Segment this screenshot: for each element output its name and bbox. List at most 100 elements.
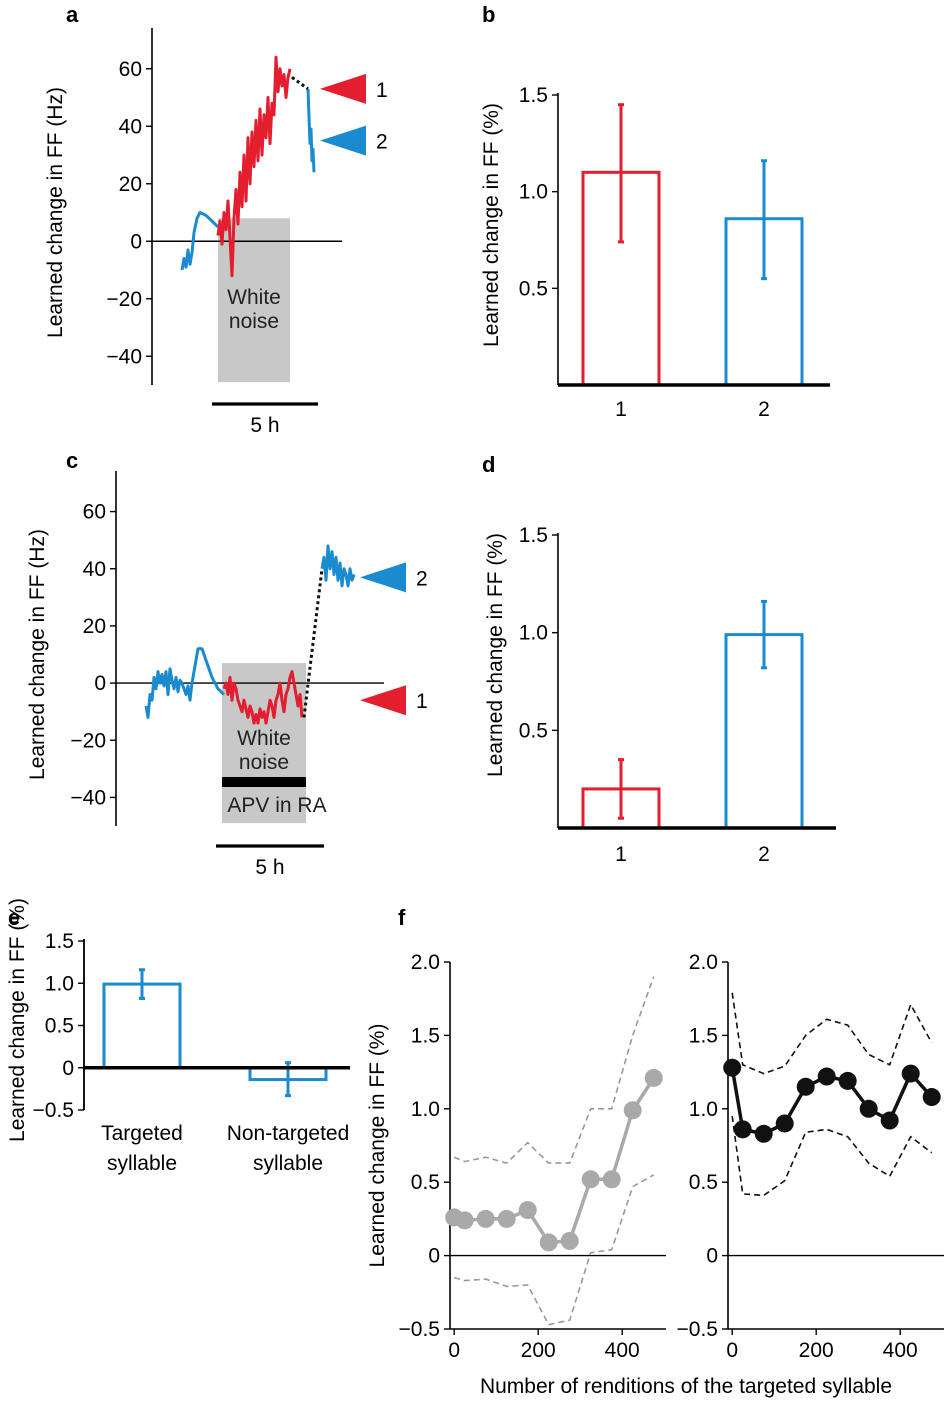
panel-f-right-point-2 bbox=[754, 1124, 773, 1143]
panel-f-right-point-4 bbox=[796, 1077, 815, 1096]
panel-c-marker-label-1: 1 bbox=[416, 690, 428, 713]
panel-f-right-ytick-label: 0.5 bbox=[689, 1171, 718, 1194]
panel-f-left-point-10 bbox=[644, 1068, 663, 1087]
panel-a-trace-blue bbox=[306, 88, 316, 173]
panel-c-marker-1 bbox=[360, 685, 406, 716]
panel-f-left-xtick-label: 200 bbox=[521, 1339, 556, 1362]
panel-f-left-xtick-label: 400 bbox=[605, 1339, 640, 1362]
panel-e-ytick-label: 1.0 bbox=[45, 972, 74, 995]
panel-f-left: 2.0 1.5 1.0 0.5 0 −0.5 0 200 400 Learned change i… bbox=[366, 951, 666, 1362]
panel-d-ytick-label: 1.0 bbox=[519, 622, 548, 645]
panel-a-ytick-label: −40 bbox=[106, 345, 142, 368]
panel-f-right-point-8 bbox=[880, 1111, 899, 1130]
panel-a-marker-label-2: 2 bbox=[376, 131, 388, 154]
panel-f-left-ytick-label: 2.0 bbox=[411, 951, 440, 974]
panel-f-right-ytick-label: 1.0 bbox=[689, 1098, 718, 1121]
panel-c-scale-bar-label: 5 h bbox=[255, 856, 284, 879]
panel-e-ytick-label: 0 bbox=[62, 1057, 74, 1080]
panel-f-left-point-4 bbox=[518, 1201, 537, 1220]
panel-b-ylabel: Learned change in FF (%) bbox=[480, 103, 503, 347]
panel-e-ytick-label: −0.5 bbox=[33, 1099, 74, 1122]
panel-c-shade-label-line2: noise bbox=[239, 751, 289, 774]
panel-c-trace-blue bbox=[144, 647, 226, 719]
panel-f-left-point-1 bbox=[455, 1211, 474, 1230]
panel-f-left-ytick-label: 0.5 bbox=[411, 1171, 440, 1194]
panel-f-right-point-0 bbox=[723, 1058, 742, 1077]
c-drug-label: APV in RA bbox=[227, 794, 326, 817]
panel-f-left-lower-bound bbox=[453, 1174, 655, 1326]
panel-f-left-point-6 bbox=[560, 1231, 579, 1250]
panel-d: 1.5 1.0 0.5 Learned change in FF (%) 1 2 bbox=[484, 524, 836, 866]
panel-f-right-point-5 bbox=[817, 1067, 836, 1086]
panel-f-left-ylabel: Learned change in FF (%) bbox=[366, 1024, 389, 1268]
panel-f-left-point-3 bbox=[497, 1209, 516, 1228]
panel-f-right-ytick-label: 0 bbox=[706, 1245, 718, 1268]
panel-a-trace-red bbox=[216, 55, 292, 278]
panel-f-right: 2.0 1.5 1.0 0.5 0 −0.5 0 200 400 bbox=[677, 951, 944, 1362]
panel-c: 60 40 20 0 −20 −40 Learned change in FF (Hz) Wh… bbox=[26, 471, 428, 879]
panel-f-right-point-1 bbox=[733, 1120, 752, 1139]
panel-a-ytick-label: 20 bbox=[119, 173, 142, 196]
panel-f-right-lower-bound bbox=[731, 1115, 933, 1197]
panel-c-trace-black bbox=[302, 568, 324, 718]
panel-c-ytick-label: 20 bbox=[83, 615, 106, 638]
panel-c-ytick-label: 60 bbox=[83, 501, 106, 524]
panel-c-ytick-label: −20 bbox=[70, 729, 106, 752]
panel-f-left-point-2 bbox=[476, 1209, 495, 1228]
panel-b-ytick-label: 1.0 bbox=[519, 181, 548, 204]
panel-a-marker-label-1: 1 bbox=[376, 79, 388, 102]
panel-e-category-label: Non-targeted bbox=[227, 1122, 350, 1145]
panel-letter-d: d bbox=[482, 452, 495, 477]
panel-c-ytick-label: −40 bbox=[70, 786, 106, 809]
panel-a-marker-2 bbox=[320, 125, 366, 156]
panel-e-ytick-label: 0.5 bbox=[45, 1015, 74, 1038]
panel-letter-b: b bbox=[482, 2, 495, 27]
panel-letter-f: f bbox=[398, 905, 406, 930]
panel-e-category-label: syllable bbox=[253, 1152, 323, 1175]
panel-f-left-point-8 bbox=[602, 1170, 621, 1189]
panel-a-marker-1 bbox=[320, 73, 366, 104]
panel-d-category-label: 2 bbox=[758, 843, 770, 866]
panel-c-ytick-label: 0 bbox=[94, 672, 106, 695]
panel-a: 60 40 20 0 −20 −40 Learned change in FF (Hz) Wh… bbox=[44, 28, 388, 437]
panel-d-ytick-label: 0.5 bbox=[519, 719, 548, 742]
panel-f-right-ytick-label: 2.0 bbox=[689, 951, 718, 974]
panel-f-right-xtick-label: 200 bbox=[799, 1339, 834, 1362]
panel-f-left-point-5 bbox=[539, 1233, 558, 1252]
panel-f-left-ytick-label: 1.0 bbox=[411, 1098, 440, 1121]
panel-a-ylabel: Learned change in FF (Hz) bbox=[44, 87, 67, 338]
panel-a-shade-label-line1: White bbox=[227, 286, 281, 309]
panel-c-ylabel: Learned change in FF (Hz) bbox=[26, 529, 49, 780]
panel-letter-e: e bbox=[8, 905, 20, 930]
panel-a-scale-bar-label: 5 h bbox=[250, 414, 279, 437]
panel-f-left-xtick-label: 0 bbox=[448, 1339, 460, 1362]
panel-e-ytick-label: 1.5 bbox=[45, 930, 74, 953]
panel-c-marker-2 bbox=[360, 562, 406, 593]
panel-letter-a: a bbox=[66, 2, 79, 27]
panel-f-left-ytick-label: 0 bbox=[428, 1245, 440, 1268]
panel-f-right-point-9 bbox=[901, 1064, 920, 1083]
panel-b-category-label: 1 bbox=[615, 398, 627, 421]
panel-a-ytick-label: 60 bbox=[119, 58, 142, 81]
panel-c-ytick-label: 40 bbox=[83, 558, 106, 581]
panel-a-ytick-label: 0 bbox=[130, 230, 142, 253]
panel-d-ytick-label: 1.5 bbox=[519, 524, 548, 547]
panel-f-right-point-10 bbox=[922, 1088, 941, 1107]
panel-f-right-point-6 bbox=[838, 1071, 857, 1090]
panel-c-shade-label-line1: White bbox=[237, 727, 291, 750]
panel-f-right-point-3 bbox=[775, 1114, 794, 1133]
panel-a-ytick-label: 40 bbox=[119, 115, 142, 138]
panel-d-category-label: 1 bbox=[615, 843, 627, 866]
panel-a-shade-label-line2: noise bbox=[229, 310, 279, 333]
panel-b: 1.5 1.0 0.5 Learned change in FF (%) 1 2 bbox=[480, 84, 830, 421]
panel-f-left-upper-bound bbox=[453, 976, 655, 1164]
panel-a-trace-black bbox=[291, 76, 309, 91]
panel-f-right-upper-bound bbox=[731, 992, 933, 1075]
panel-f-right-xtick-label: 400 bbox=[883, 1339, 918, 1362]
panel-d-ylabel: Learned change in FF (%) bbox=[484, 533, 507, 777]
panel-c-trace-blue bbox=[320, 544, 356, 588]
panel-b-category-label: 2 bbox=[758, 398, 770, 421]
panel-c-trace-red bbox=[222, 670, 304, 725]
